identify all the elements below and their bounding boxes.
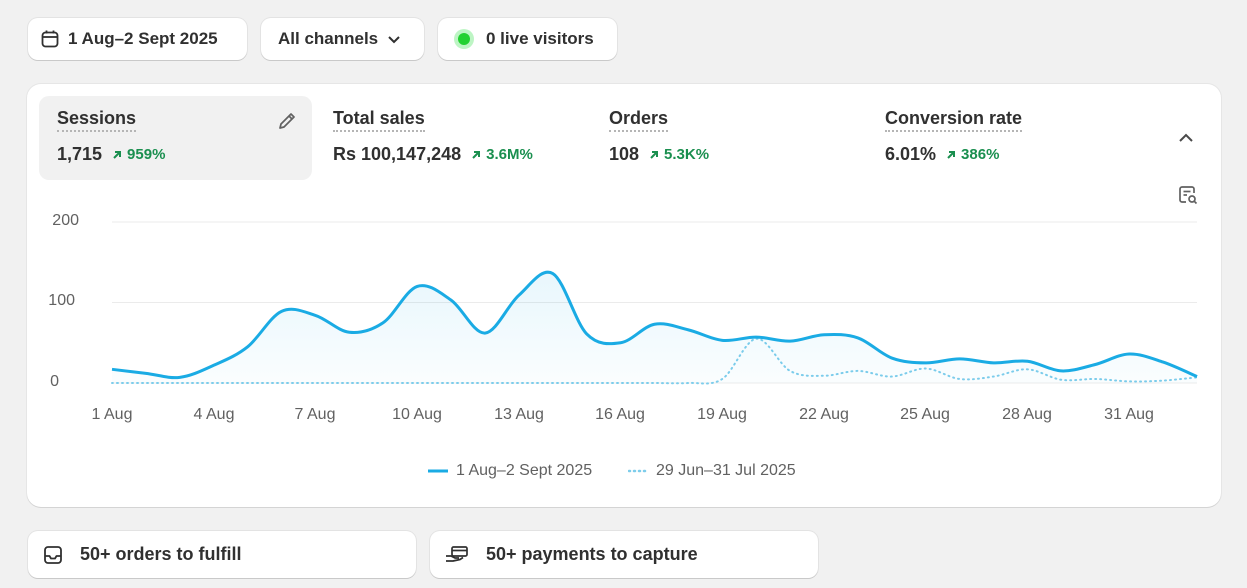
channels-label: All channels <box>278 29 379 48</box>
x-tick-label: 19 Aug <box>697 406 747 423</box>
live-status-icon <box>454 29 474 49</box>
series-current-line <box>111 270 1198 380</box>
analytics-card: Sessions 1,715 959% Total sales Rs 100,1… <box>27 84 1221 507</box>
x-tick-label: 16 Aug <box>595 406 645 423</box>
metric-value: Rs 100,147,248 <box>333 144 462 164</box>
metric-total-sales[interactable]: Total sales Rs 100,147,248 3.6M% <box>315 96 575 180</box>
y-tick-label: 200 <box>52 212 79 229</box>
calendar-icon <box>40 29 60 49</box>
metric-value: 6.01% <box>885 144 937 164</box>
metric-label: Conversion rate <box>885 107 1023 132</box>
live-visitors-button[interactable]: 0 live visitors <box>438 18 617 60</box>
payments-to-capture-label: 50+ payments to capture <box>486 544 698 564</box>
inbox-icon <box>42 544 64 566</box>
x-tick-label: 10 Aug <box>392 406 442 423</box>
legend-current: 1 Aug–2 Sept 2025 <box>428 462 592 480</box>
metric-delta: 5.3K% <box>649 146 709 163</box>
channels-dropdown[interactable]: All channels <box>261 18 424 60</box>
arrow-up-right-icon <box>113 150 122 159</box>
metric-delta: 959% <box>112 146 165 163</box>
metric-delta: 3.6M% <box>471 146 533 163</box>
legend-label: 1 Aug–2 Sept 2025 <box>456 462 593 479</box>
metric-sessions[interactable]: Sessions 1,715 959% <box>39 96 312 180</box>
metric-label: Sessions <box>57 107 137 132</box>
arrow-up-right-icon <box>650 150 659 159</box>
legend-dotted-swatch <box>628 469 648 473</box>
x-tick-label: 28 Aug <box>1002 406 1052 423</box>
metric-orders[interactable]: Orders 108 5.3K% <box>591 96 851 180</box>
orders-to-fulfill-label: 50+ orders to fulfill <box>80 544 242 564</box>
orders-to-fulfill-button[interactable]: 50+ orders to fulfill <box>28 531 416 578</box>
payments-to-capture-button[interactable]: 50+ payments to capture <box>430 531 818 578</box>
arrow-up-right-icon <box>947 150 956 159</box>
chevron-down-icon <box>386 31 402 47</box>
x-tick-label: 7 Aug <box>294 406 336 423</box>
sessions-line-chart <box>111 221 1198 385</box>
payment-hand-icon <box>444 544 470 566</box>
legend-solid-swatch <box>428 469 448 473</box>
chart-insights-icon[interactable] <box>1177 184 1199 211</box>
metric-conversion-rate[interactable]: Conversion rate 6.01% 386% <box>867 96 1127 180</box>
y-tick-label: 0 <box>50 373 59 390</box>
pencil-icon[interactable] <box>276 110 298 137</box>
metric-value: 108 <box>609 144 640 164</box>
chevron-up-icon[interactable] <box>1177 129 1195 152</box>
x-tick-label: 22 Aug <box>799 406 849 423</box>
legend-previous: 29 Jun–31 Jul 2025 <box>628 462 796 480</box>
x-tick-label: 1 Aug <box>91 406 133 423</box>
y-tick-label: 100 <box>48 292 75 309</box>
metric-value: 1,715 <box>57 144 103 164</box>
metric-delta: 386% <box>946 146 999 163</box>
arrow-up-right-icon <box>472 150 481 159</box>
metric-label: Orders <box>609 107 669 132</box>
x-tick-label: 31 Aug <box>1104 406 1154 423</box>
live-visitors-label: 0 live visitors <box>486 29 594 48</box>
x-tick-label: 4 Aug <box>193 406 235 423</box>
date-range-label: 1 Aug–2 Sept 2025 <box>68 29 218 48</box>
x-tick-label: 13 Aug <box>494 406 544 423</box>
series-current-area <box>112 272 1197 383</box>
legend-label: 29 Jun–31 Jul 2025 <box>656 462 796 479</box>
metric-label: Total sales <box>333 107 425 132</box>
x-tick-label: 25 Aug <box>900 406 950 423</box>
date-range-picker[interactable]: 1 Aug–2 Sept 2025 <box>28 18 247 60</box>
